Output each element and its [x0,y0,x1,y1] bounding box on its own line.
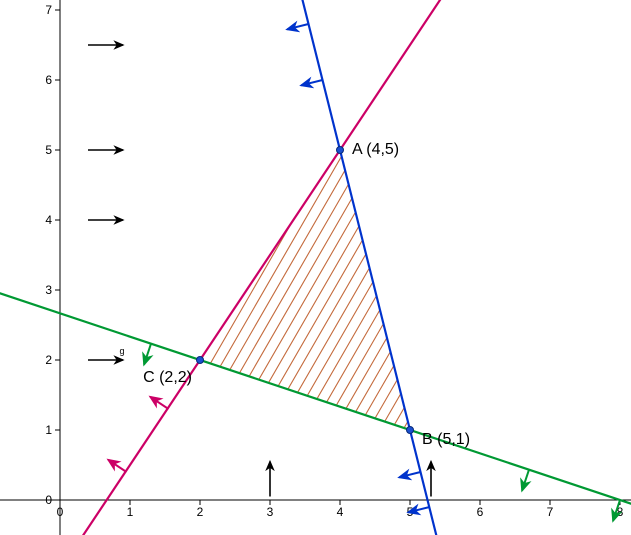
x-tick-label: 0 [57,505,64,519]
y-tick-label: 3 [45,283,52,297]
y-tick-label: 7 [45,3,52,17]
y-tick-label: 4 [45,213,52,227]
vertex-B [407,427,414,434]
x-tick-label: 6 [477,505,484,519]
y-tick-label: 6 [45,73,52,87]
linear-programming-plot: -101234567801234567gA (4,5)B (5,1)C (2,2… [0,0,631,535]
vertex-C [197,357,204,364]
y-tick-label: 5 [45,143,52,157]
x-tick-label: 7 [547,505,554,519]
y-tick-label: 1 [45,423,52,437]
x-tick-label: 4 [337,505,344,519]
vertex-A [337,147,344,154]
x-tick-label: 2 [197,505,204,519]
y-tick-label: 0 [45,493,52,507]
vertex-label-B: B (5,1) [422,431,470,448]
y-tick-label: 2 [45,353,52,367]
vertex-label-C: C (2,2) [143,369,192,386]
x-tick-label: 1 [127,505,134,519]
x-tick-label: 3 [267,505,274,519]
line-label-g: g [120,346,125,356]
vertex-label-A: A (4,5) [352,141,399,158]
